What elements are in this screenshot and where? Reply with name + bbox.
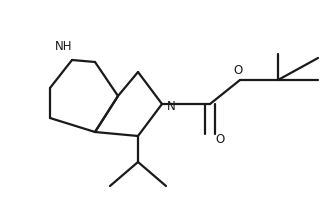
Text: NH: NH [55,39,73,52]
Text: N: N [167,99,175,112]
Text: O: O [233,63,243,77]
Text: O: O [215,133,225,146]
